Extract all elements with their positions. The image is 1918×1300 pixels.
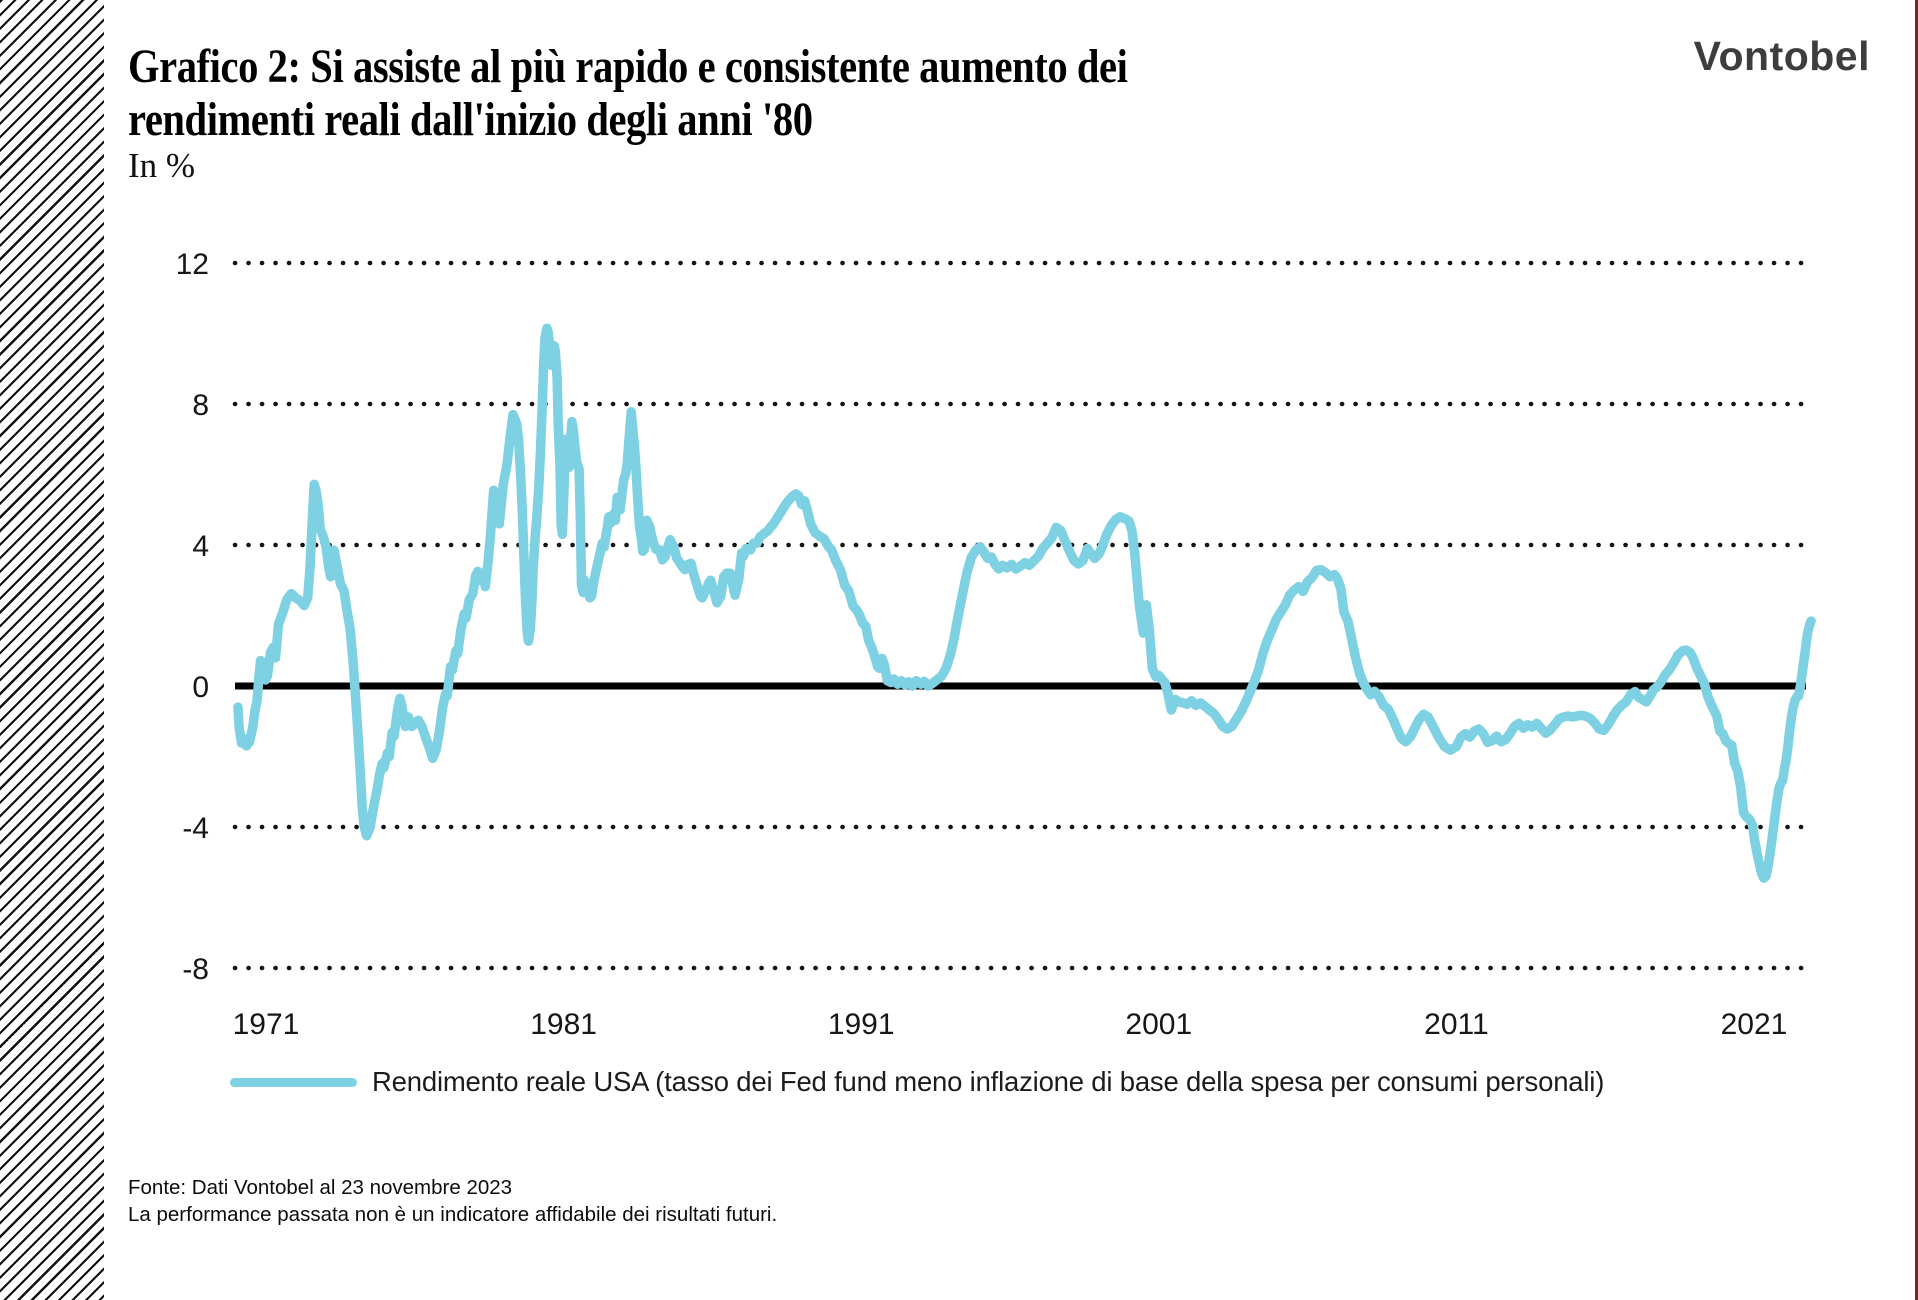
x-tick-label: 2001 [1125,1008,1192,1041]
x-tick-label: 1971 [233,1008,300,1041]
vontobel-logo: Vontobel [1693,33,1870,79]
y-tick-label: 4 [192,530,209,563]
right-edge-line [1915,0,1918,1300]
x-tick-label: 2021 [1721,1008,1788,1041]
x-tick-label: 1981 [530,1008,597,1041]
chart-title-line1: Grafico 2: Si assiste al più rapido e co… [128,40,1128,93]
chart-subtitle-unit: In % [128,146,196,185]
x-tick-label: 2011 [1424,1008,1489,1041]
y-tick-label: 0 [192,671,209,704]
diagonal-hatch-decoration [0,0,104,1300]
legend-label: Rendimento reale USA (tasso dei Fed fund… [372,1066,1605,1097]
chart-title: Grafico 2: Si assiste al più rapido e co… [128,40,1128,146]
source-note: Fonte: Dati Vontobel al 23 novembre 2023 [128,1176,513,1199]
legend: Rendimento reale USA (tasso dei Fed fund… [230,1064,1604,1100]
y-tick-label: -8 [182,953,209,986]
chart-title-line2: rendimenti reali dall'inizio degli anni … [128,93,813,146]
y-tick-label: -4 [182,812,209,845]
y-tick-label: 8 [192,389,209,422]
y-tick-label: 12 [176,248,209,281]
footer: Fonte: Dati Vontobel al 23 novembre 2023… [128,1174,777,1228]
legend-line-swatch [230,1077,357,1087]
disclaimer-note: La performance passata non è un indicato… [128,1203,778,1226]
series-line [233,323,1816,883]
x-tick-label: 1991 [828,1008,895,1041]
